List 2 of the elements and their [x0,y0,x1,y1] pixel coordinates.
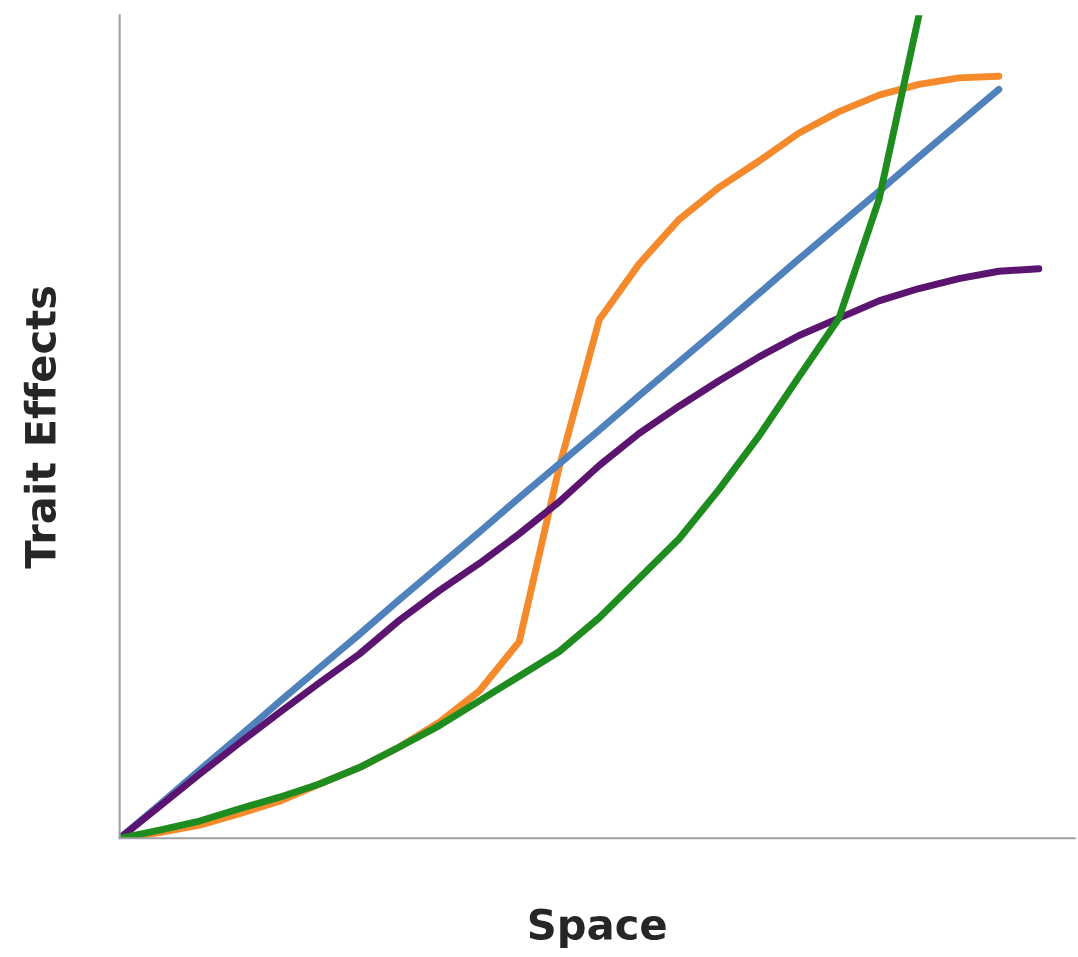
x-axis-title: Space [529,908,666,949]
y-axis-title: Trait Effects [23,286,57,569]
